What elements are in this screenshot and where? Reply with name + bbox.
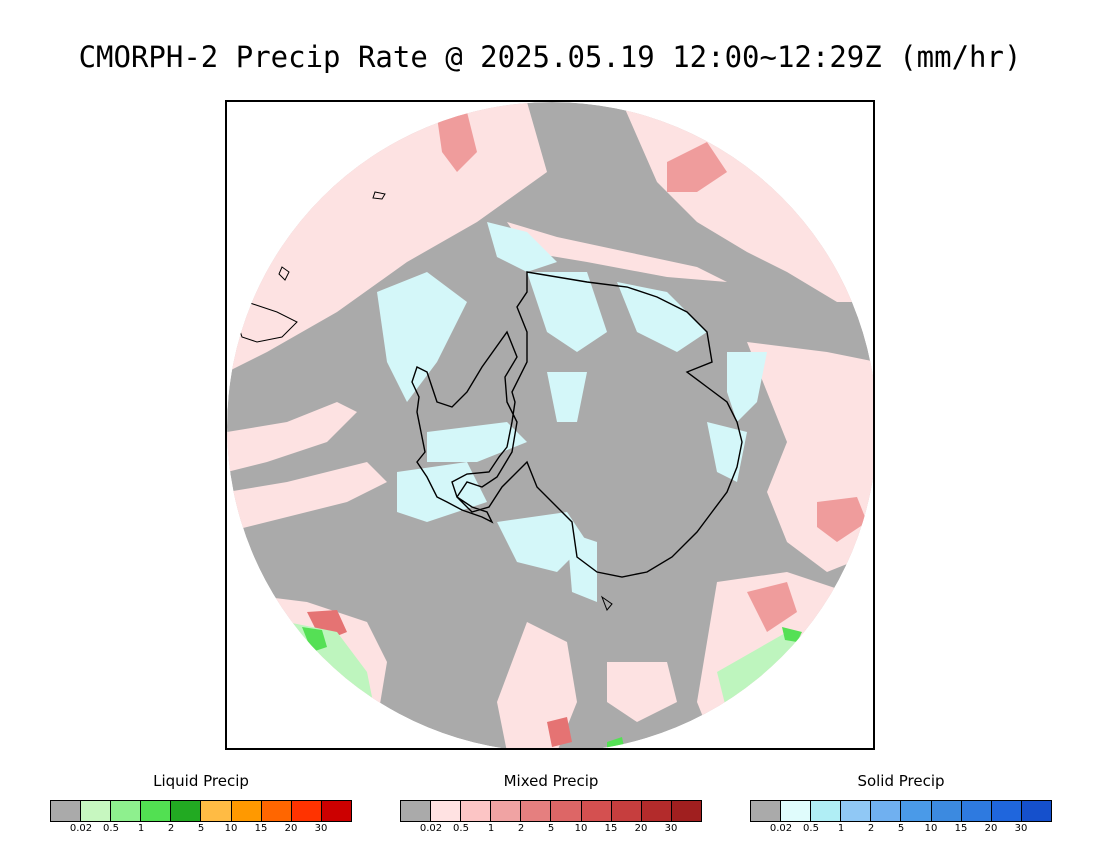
legend-title: Mixed Precip <box>503 772 599 790</box>
legend-swatch <box>641 801 672 821</box>
legend-swatch <box>811 801 842 821</box>
legend-tick: 5 <box>897 823 905 834</box>
legend-swatch <box>141 801 172 821</box>
legend-swatch <box>321 801 351 821</box>
legend-swatch <box>81 801 112 821</box>
legend-tick: 20 <box>284 823 298 834</box>
legend-liquid-precip: Liquid Precip 0.02 0.5 1 2 5 10 15 20 30 <box>50 772 352 836</box>
island-coastline <box>278 266 290 281</box>
legend-tick: 15 <box>604 823 618 834</box>
legend-tick: 20 <box>984 823 998 834</box>
map-title: CMORPH-2 Precip Rate @ 2025.05.19 12:00~… <box>78 40 1022 74</box>
legend-title: Liquid Precip <box>153 772 249 790</box>
legend-tick: 1 <box>137 823 145 834</box>
legend-tick-labels: 0.02 0.5 1 2 5 10 15 20 30 <box>400 823 702 837</box>
legend-swatch <box>991 801 1022 821</box>
legend-swatch <box>111 801 142 821</box>
legend-swatch <box>751 801 782 821</box>
legend-color-bar <box>50 800 352 822</box>
legend-swatch <box>841 801 872 821</box>
legend-swatch <box>781 801 812 821</box>
legend-swatch <box>51 801 82 821</box>
legend-tick: 5 <box>547 823 555 834</box>
legend-color-bar <box>400 800 702 822</box>
legend-swatch <box>871 801 902 821</box>
legend-swatch <box>931 801 962 821</box>
legend-tick: 0.5 <box>103 823 119 834</box>
legend-solid-precip: Solid Precip 0.02 0.5 1 2 5 10 15 20 30 <box>750 772 1052 836</box>
legend-tick: 0.5 <box>803 823 819 834</box>
legend-tick: 30 <box>314 823 328 834</box>
antarctica-coastline <box>411 271 743 578</box>
legend-tick-labels: 0.02 0.5 1 2 5 10 15 20 30 <box>750 823 1052 837</box>
legend-tick: 30 <box>664 823 678 834</box>
legend-swatch <box>901 801 932 821</box>
legend-tick: 0.02 <box>69 823 93 834</box>
map-frame <box>225 100 875 750</box>
legend-swatch <box>961 801 992 821</box>
legend-color-bar <box>750 800 1052 822</box>
legend-tick: 1 <box>837 823 845 834</box>
legend-swatch <box>551 801 582 821</box>
legend-swatch <box>201 801 232 821</box>
legend-swatch <box>611 801 642 821</box>
legend-tick: 15 <box>254 823 268 834</box>
legend-tick: 0.5 <box>453 823 469 834</box>
legend-tick: 2 <box>167 823 175 834</box>
legend-swatch <box>261 801 292 821</box>
legend-swatch <box>491 801 522 821</box>
legend-tick: 20 <box>634 823 648 834</box>
legend-swatch <box>431 801 462 821</box>
legend-swatch <box>461 801 492 821</box>
island-coastline <box>600 595 613 611</box>
legend-tick: 5 <box>197 823 205 834</box>
legend-swatch <box>521 801 552 821</box>
legend-tick: 2 <box>517 823 525 834</box>
legend-swatch <box>171 801 202 821</box>
legend-tick: 0.02 <box>769 823 793 834</box>
legend-tick: 10 <box>924 823 938 834</box>
legend-swatch <box>581 801 612 821</box>
legend-mixed-precip: Mixed Precip 0.02 0.5 1 2 5 10 15 20 30 <box>400 772 702 836</box>
map-disk <box>227 102 873 748</box>
legend-tick: 10 <box>574 823 588 834</box>
legend-swatch <box>1021 801 1051 821</box>
legend-swatch <box>231 801 262 821</box>
legend-swatch <box>291 801 322 821</box>
legend-swatch <box>671 801 701 821</box>
polar-precip-map <box>227 102 873 748</box>
legend-tick: 1 <box>487 823 495 834</box>
legend-swatch <box>401 801 432 821</box>
legend-tick: 30 <box>1014 823 1028 834</box>
legend-tick-labels: 0.02 0.5 1 2 5 10 15 20 30 <box>50 823 352 837</box>
solid-precip-regions <box>377 222 767 602</box>
island-coastline <box>372 191 386 200</box>
legend-title: Solid Precip <box>857 772 945 790</box>
legend-tick: 0.02 <box>419 823 443 834</box>
legend-tick: 2 <box>867 823 875 834</box>
legend-tick: 15 <box>954 823 968 834</box>
legend-tick: 10 <box>224 823 238 834</box>
